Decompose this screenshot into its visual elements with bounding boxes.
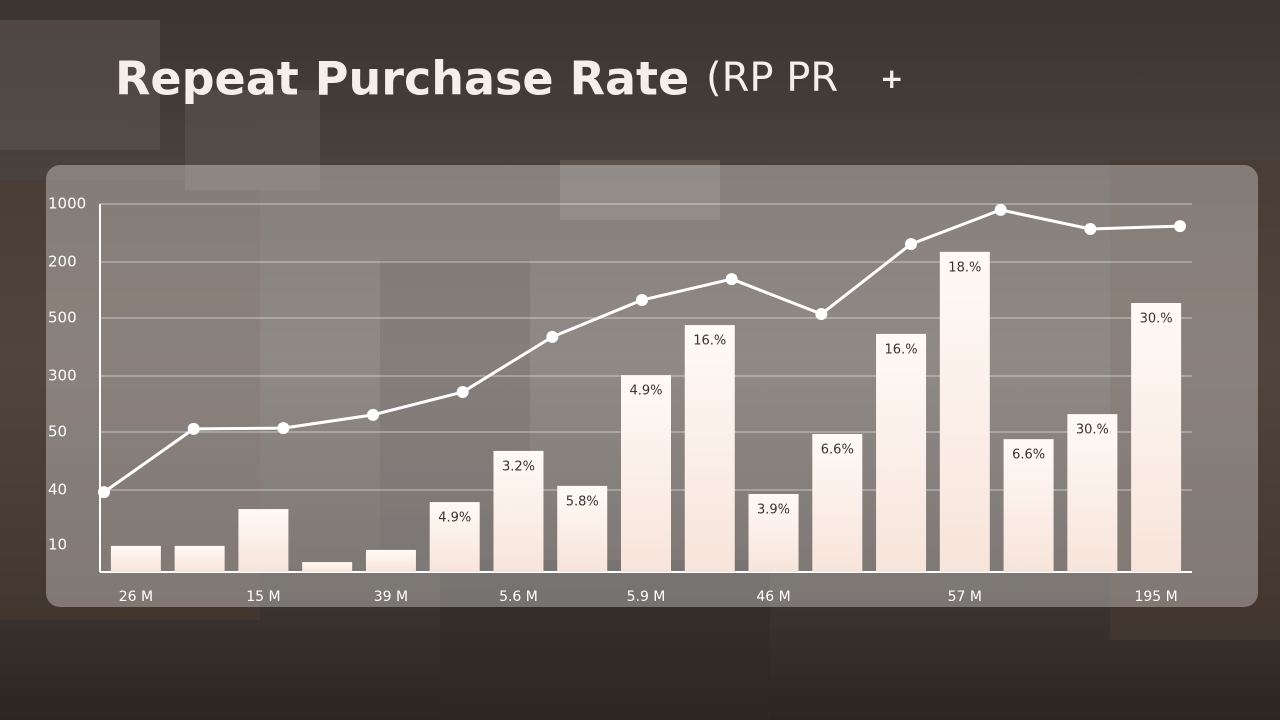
y-axis-label: 1000 bbox=[48, 195, 86, 213]
x-tick-label: 26 M bbox=[119, 589, 153, 605]
x-tick-label: 15 M bbox=[246, 589, 280, 605]
x-tick-label: 57 M bbox=[948, 589, 982, 605]
bar bbox=[621, 375, 671, 572]
bar bbox=[557, 485, 608, 572]
bar-label: 4.9% bbox=[438, 511, 471, 526]
bar bbox=[1003, 439, 1054, 572]
bar-label: 16.% bbox=[885, 342, 918, 357]
trend-point bbox=[546, 330, 559, 343]
y-axis-label: 50 bbox=[48, 423, 67, 441]
bar bbox=[1131, 302, 1182, 572]
bar-label: 5.8% bbox=[566, 494, 599, 509]
title-mark: + bbox=[880, 62, 903, 95]
bar bbox=[174, 545, 225, 572]
trend-point bbox=[636, 294, 648, 307]
trend-point bbox=[456, 386, 469, 399]
bar-label: 16.% bbox=[693, 334, 726, 349]
bar bbox=[748, 493, 799, 572]
bar bbox=[302, 562, 353, 572]
bar bbox=[939, 251, 990, 572]
y-axis-label: 200 bbox=[48, 253, 77, 271]
x-tick-label: 46 M bbox=[756, 589, 790, 605]
bar-label: 6.6% bbox=[1012, 448, 1045, 463]
trend-point bbox=[725, 273, 738, 286]
bar-label: 18.% bbox=[948, 260, 981, 275]
y-axis-label: 40 bbox=[48, 481, 67, 499]
trend-point bbox=[1174, 220, 1186, 233]
bar-label: 4.9% bbox=[629, 384, 662, 399]
trend-point bbox=[994, 203, 1007, 216]
bar bbox=[1067, 414, 1118, 572]
trend-point bbox=[367, 408, 379, 421]
bar-label: 6.6% bbox=[821, 443, 854, 458]
trend-point bbox=[905, 238, 917, 251]
bar-label: 30.% bbox=[1076, 423, 1109, 438]
bar bbox=[365, 549, 416, 572]
bar-label: 30.% bbox=[1140, 311, 1173, 326]
x-tick-label: 39 M bbox=[374, 589, 408, 605]
title-suffix: (RP PR bbox=[706, 55, 838, 101]
trend-point bbox=[98, 486, 110, 499]
chart-title: Repeat Purchase Rate bbox=[115, 52, 689, 106]
y-axis-label: 300 bbox=[48, 367, 77, 385]
bar bbox=[238, 509, 289, 572]
bar bbox=[812, 434, 863, 572]
bar bbox=[493, 450, 544, 572]
trend-point bbox=[1084, 223, 1097, 236]
bar bbox=[429, 502, 480, 572]
trend-point bbox=[277, 422, 290, 435]
y-axis-label: 500 bbox=[48, 309, 77, 327]
y-axis-label: 10 bbox=[48, 536, 67, 554]
bar-label: 3.9% bbox=[757, 502, 790, 517]
bar bbox=[876, 333, 927, 572]
bar-label: 3.2% bbox=[502, 459, 535, 474]
x-tick-label: 5.6 M bbox=[499, 589, 538, 605]
bar bbox=[684, 325, 735, 572]
x-tick-label: 5.9 M bbox=[627, 589, 666, 605]
bar bbox=[110, 545, 161, 572]
trend-point bbox=[187, 422, 200, 435]
trend-point bbox=[815, 308, 828, 321]
x-tick-label: 195 M bbox=[1134, 589, 1177, 605]
